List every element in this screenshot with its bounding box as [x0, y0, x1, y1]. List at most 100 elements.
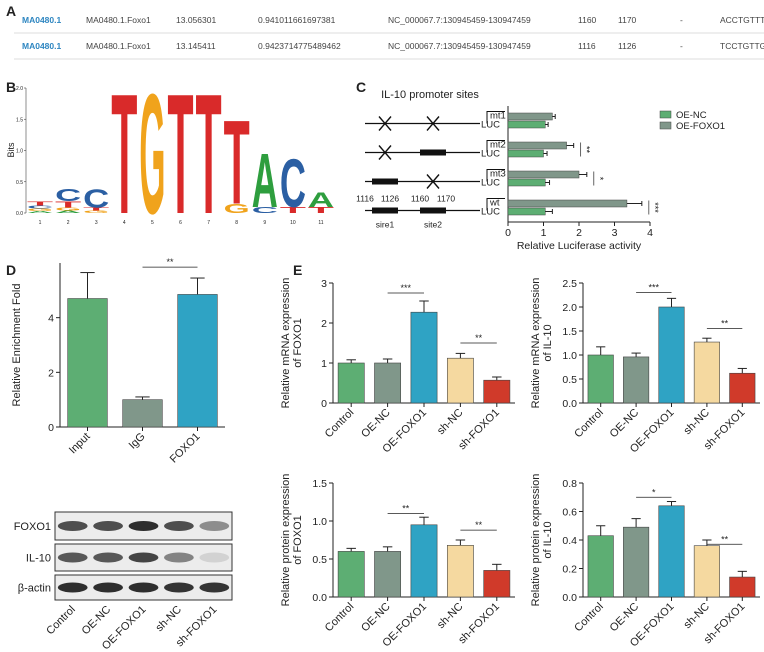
panel-label: D: [6, 262, 16, 278]
blot-band: [199, 582, 230, 593]
protein-label: β-actin: [18, 583, 51, 595]
logo-letter: C: [55, 185, 81, 205]
binding-site: [420, 149, 446, 156]
blot-band: [164, 582, 194, 593]
protein-label: FOXO1: [14, 521, 51, 533]
promoter-bracket: [486, 198, 505, 211]
table-cell: -: [680, 15, 683, 25]
y-tick-label: 0.5: [16, 180, 23, 186]
x-tick-label: Control: [572, 407, 606, 441]
mutation-mark: [426, 116, 440, 131]
y-tick-label: 0.0: [562, 398, 577, 410]
bar: [446, 545, 474, 598]
mutation-mark: [426, 174, 440, 189]
bar: [729, 372, 756, 404]
blot-band: [199, 521, 230, 531]
table-cell: 1160: [578, 15, 597, 25]
table-cell: MA0480.1: [22, 15, 61, 25]
table-cell: ACCTGTTTTCT: [720, 15, 764, 25]
x-tick-label: sh-NC: [681, 407, 712, 438]
bar: [587, 535, 614, 598]
bar: [658, 306, 685, 404]
promoter-bracket: [486, 169, 505, 182]
bar: [623, 526, 650, 598]
lane-label: Control: [44, 604, 78, 638]
x-tick-label: 2: [67, 220, 70, 226]
y-tick-label: 0.0: [16, 211, 23, 217]
site-name: site2: [424, 220, 442, 230]
table-cell: 1126: [618, 41, 637, 51]
bar: [507, 112, 553, 121]
x-tick-label: OE-NC: [608, 601, 642, 635]
binding-site: [372, 207, 398, 214]
x-tick-label: 4: [647, 227, 653, 239]
bar: [337, 551, 365, 598]
site-position: 1170: [437, 194, 456, 204]
y-axis-label: Relative mRNA expression: [530, 278, 542, 409]
significance: **: [721, 534, 729, 544]
site-position: 1126: [381, 194, 400, 204]
bar: [507, 149, 544, 158]
panel-label: C: [356, 79, 366, 95]
x-tick-label: OE-NC: [608, 407, 642, 441]
x-tick-label: 6: [179, 220, 182, 226]
bar: [658, 505, 685, 598]
logo-letter: T: [280, 206, 308, 215]
x-tick-label: 7: [207, 220, 210, 226]
y-tick-label: 0.0: [562, 592, 577, 604]
bar: [374, 551, 402, 598]
blot-band: [164, 552, 194, 563]
table-cell: TCCTGTTGACC: [720, 41, 764, 51]
y-tick-label: 2: [321, 318, 327, 330]
table-cell: 1170: [618, 15, 637, 25]
y-tick-label: 0: [48, 422, 54, 434]
bar: [507, 170, 580, 179]
logo-letter: T: [196, 58, 222, 250]
logo-letter: G: [139, 58, 165, 250]
y-axis-label: of FOXO1: [292, 318, 304, 368]
y-axis-label: Relative protein expression: [280, 474, 292, 607]
y-axis-label: Relative Enrichment Fold: [11, 284, 23, 407]
bar: [67, 298, 108, 428]
table-cell: 13.056301: [176, 15, 216, 25]
table-cell: MA0480.1.Foxo1: [86, 41, 151, 51]
lane-label: sh-NC: [153, 604, 184, 635]
y-axis-label: Bits: [6, 142, 16, 158]
x-tick-label: 5: [151, 220, 154, 226]
x-tick-label: Control: [323, 601, 357, 635]
significance: ***: [401, 283, 412, 293]
bar: [177, 294, 218, 428]
panel-label: A: [6, 3, 16, 19]
logo-letter: C: [83, 185, 109, 214]
blot-band: [128, 521, 159, 531]
bar: [507, 199, 628, 208]
bar: [446, 357, 474, 404]
construct-label: mt1: [490, 111, 506, 122]
blot-band: [128, 582, 159, 593]
x-tick-label: OE-NC: [359, 407, 393, 441]
binding-site: [420, 207, 446, 214]
x-tick-label: 10: [290, 220, 296, 226]
protein-label: IL-10: [26, 553, 51, 565]
x-tick-label: OE-NC: [359, 601, 393, 635]
legend-label: OE-NC: [676, 110, 707, 121]
y-tick-label: 0.4: [562, 535, 577, 547]
blot-band: [57, 582, 88, 593]
promoter-bracket: [486, 140, 505, 153]
site-position: 1160: [411, 194, 430, 204]
x-tick-label: 11: [318, 220, 323, 226]
bar: [693, 545, 720, 598]
bar: [507, 178, 546, 187]
logo-letter: T: [111, 58, 137, 250]
table-cell: MA0480.1.Foxo1: [86, 15, 151, 25]
table-cell: MA0480.1: [22, 41, 61, 51]
mutation-mark: [378, 116, 392, 131]
logo-letter: T: [167, 58, 193, 250]
x-tick-label: Input: [67, 431, 93, 457]
construct-label: mt2: [490, 140, 506, 151]
logo-letter: T: [308, 206, 336, 215]
x-tick-label: 4: [123, 220, 126, 226]
y-axis-label: Relative mRNA expression: [280, 278, 292, 409]
blot-band: [93, 552, 123, 563]
